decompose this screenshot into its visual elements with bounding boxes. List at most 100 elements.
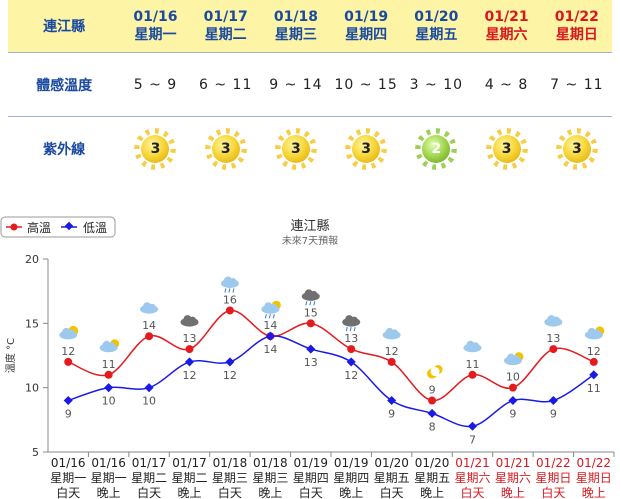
uv-cell: 3: [331, 117, 401, 181]
low-temp-label: 7: [469, 433, 476, 446]
feel-temp-value: 6 ~ 11: [190, 52, 261, 117]
day-date: 01/20: [414, 9, 459, 25]
x-tick-period: 晚上: [420, 486, 444, 499]
x-tick-date: 01/20: [415, 456, 450, 470]
uv-sun-icon: 3: [211, 134, 240, 163]
low-temp-point: [265, 331, 275, 341]
low-temp-point: [427, 408, 437, 418]
uv-sun-icon: 3: [562, 134, 591, 163]
legend-high-label: 高溫: [27, 220, 51, 235]
uv-sun-icon: 3: [281, 134, 310, 163]
legend-box: [0, 216, 116, 238]
uv-sun-icon: 2: [422, 134, 451, 163]
cloud-icon: [463, 340, 482, 353]
uv-cell: 3: [191, 117, 261, 181]
low-temp-label: 10: [142, 395, 156, 408]
low-temp-label: 12: [223, 369, 237, 382]
forecast-table: 連江縣 01/16 星期一 01/17 星期二 01/18 星期三 01/19 星期四 01/2…: [8, 0, 612, 180]
x-tick-date: 01/21: [455, 456, 490, 470]
day-weekday: 星期四: [345, 27, 388, 43]
x-tick-date: 01/17: [172, 456, 207, 470]
uv-sun-icon: 3: [492, 134, 521, 163]
x-tick-date: 01/21: [496, 456, 531, 470]
x-tick-period: 晚上: [501, 486, 525, 499]
day-weekday: 星期六: [485, 27, 528, 43]
high-temp-point: [306, 319, 315, 328]
day-date: 01/17: [203, 9, 248, 25]
high-temp-point: [64, 357, 73, 366]
rain-cloud-moon-icon: [261, 300, 281, 319]
y-tick-label: 20: [25, 253, 39, 266]
day-header: 01/16 星期一: [120, 0, 191, 53]
x-tick-period: 白天: [299, 485, 323, 499]
moon-icon: [427, 365, 443, 379]
low-temp-label: 9: [550, 408, 557, 421]
x-tick-period: 白天: [218, 485, 242, 499]
day-weekday: 星期一: [134, 27, 177, 43]
feel-temp-label: 體感溫度: [8, 52, 121, 117]
low-temp-label: 13: [304, 356, 318, 369]
feel-temp-value: 7 ~ 11: [541, 52, 612, 117]
y-axis-label: 溫度 °C: [4, 338, 17, 373]
x-tick-date: 01/22: [576, 456, 611, 470]
x-tick-date: 01/16: [51, 456, 86, 470]
day-header: 01/17 星期二: [190, 0, 261, 53]
day-header: 01/19 星期四: [331, 0, 402, 53]
day-header: 01/20 星期五: [401, 0, 472, 53]
x-tick-date: 01/22: [536, 456, 571, 470]
uv-cell: 3: [120, 117, 190, 181]
x-tick-weekday: 星期一: [91, 471, 127, 485]
day-weekday: 星期二: [204, 27, 247, 43]
day-header: 01/18 星期三: [260, 0, 332, 53]
high-temp-point: [347, 345, 356, 354]
uv-sun-icon: 3: [352, 134, 381, 163]
x-tick-weekday: 星期三: [212, 471, 248, 485]
day-weekday: 星期五: [415, 27, 458, 43]
low-temp-point: [225, 357, 235, 367]
uv-row: 紫外線 3 3 3 3 2 3 3: [8, 117, 612, 181]
low-temp-label: 12: [183, 369, 197, 382]
uv-cell: 3: [471, 117, 541, 181]
low-temp-label: 11: [587, 382, 601, 395]
x-tick-period: 晚上: [339, 486, 363, 499]
low-temp-point: [306, 344, 316, 354]
high-temp-label: 9: [429, 384, 436, 397]
feel-temp-value: 5 ~ 9: [120, 52, 191, 117]
high-temp-label: 12: [385, 345, 399, 358]
cloud-icon: [140, 302, 159, 314]
rain-cloud-icon: [220, 276, 239, 293]
high-temp-point: [225, 306, 234, 315]
high-temp-label: 14: [263, 319, 277, 332]
x-tick-date: 01/19: [334, 456, 369, 470]
x-tick-period: 白天: [137, 485, 161, 499]
x-tick-period: 白天: [56, 485, 80, 499]
x-tick-weekday: 星期日: [576, 471, 612, 485]
chart-title: 連江縣: [290, 219, 329, 234]
cloud-icon: [544, 315, 563, 327]
x-tick-date: 01/19: [293, 456, 328, 470]
low-temp-label: 9: [65, 408, 72, 421]
x-tick-weekday: 星期三: [252, 471, 288, 485]
uv-sun-icon: 3: [141, 134, 170, 163]
high-temp-label: 10: [506, 371, 520, 384]
x-tick-date: 01/16: [91, 456, 126, 470]
x-tick-weekday: 星期六: [495, 471, 531, 485]
legend-low-label: 低溫: [83, 221, 107, 235]
low-temp-point: [144, 383, 154, 393]
x-tick-period: 晚上: [177, 486, 201, 499]
x-tick-date: 01/20: [374, 456, 409, 470]
high-temp-label: 11: [466, 358, 480, 371]
feel-temp-value: 4 ~ 8: [471, 52, 542, 117]
x-tick-weekday: 星期二: [171, 471, 207, 485]
x-tick-period: 晚上: [97, 486, 121, 499]
high-temp-point: [387, 357, 396, 366]
uv-cell: 3: [261, 117, 331, 181]
high-temp-point: [145, 332, 154, 341]
x-tick-weekday: 星期四: [333, 471, 369, 485]
high-temp-label: 13: [546, 332, 560, 345]
x-tick-weekday: 星期二: [131, 471, 167, 485]
day-date: 01/19: [344, 9, 389, 25]
x-tick-weekday: 星期五: [374, 471, 410, 485]
low-temp-label: 10: [102, 395, 116, 408]
day-date: 01/16: [133, 9, 178, 25]
